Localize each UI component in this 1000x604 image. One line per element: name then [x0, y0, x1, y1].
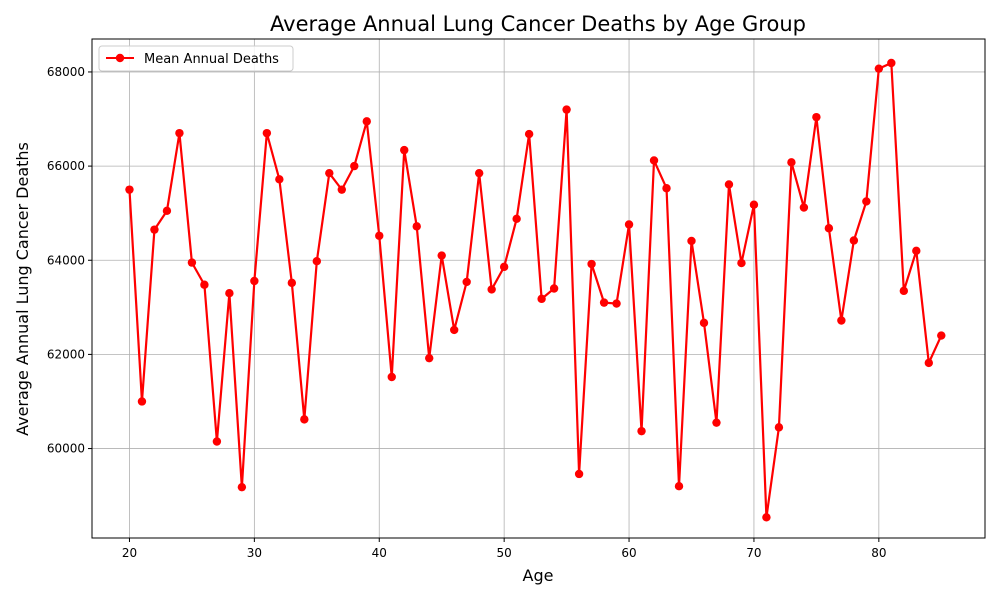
data-point — [562, 105, 571, 114]
data-point — [549, 284, 559, 293]
grid — [92, 39, 985, 538]
data-point — [849, 236, 859, 245]
data-point — [937, 331, 946, 340]
y-tick-label: 66000 — [47, 159, 85, 173]
data-point — [237, 482, 247, 492]
data-point — [837, 316, 846, 325]
data-point — [312, 256, 322, 266]
data-point — [924, 358, 933, 368]
data-point — [212, 437, 222, 446]
legend-label: Mean Annual Deaths — [144, 52, 279, 67]
y-tick-label: 62000 — [47, 347, 85, 361]
data-point — [512, 214, 521, 224]
data-point — [887, 58, 896, 68]
data-point — [425, 353, 434, 363]
y-tick-label: 60000 — [47, 442, 85, 456]
data-point — [412, 222, 421, 231]
data-point — [712, 418, 721, 427]
data-point — [674, 482, 684, 491]
x-tick-label: 40 — [372, 546, 387, 560]
x-tick-label: 80 — [871, 546, 886, 560]
data-point — [137, 397, 147, 406]
data-point — [587, 259, 596, 269]
data-point — [487, 285, 496, 294]
data-point — [524, 129, 534, 139]
data-point — [574, 469, 584, 479]
x-tick-label: 30 — [247, 546, 262, 560]
x-tick-label: 60 — [621, 546, 636, 560]
data-point — [649, 156, 659, 165]
data-point — [637, 426, 646, 436]
data-point — [912, 246, 921, 256]
data-point — [874, 64, 884, 73]
data-point — [824, 224, 834, 233]
data-point — [162, 206, 172, 216]
y-tick-label: 68000 — [47, 65, 85, 79]
x-axis-label: Age — [523, 566, 554, 585]
data-point — [150, 225, 159, 234]
x-tick-label: 70 — [746, 546, 761, 560]
data-point — [662, 184, 671, 193]
data-point — [350, 161, 359, 171]
data-point — [624, 220, 634, 229]
data-point — [812, 112, 821, 122]
data-point — [737, 258, 746, 268]
data-point — [325, 168, 334, 178]
data-point — [300, 415, 309, 424]
data-point — [687, 236, 696, 246]
data-point — [200, 280, 209, 289]
data-point — [462, 277, 471, 287]
data-point — [449, 325, 459, 335]
data-point — [387, 372, 396, 382]
data-point — [187, 258, 197, 267]
data-point — [275, 175, 284, 184]
data-point — [262, 128, 272, 138]
data-point — [400, 145, 409, 155]
chart-title: Average Annual Lung Cancer Deaths by Age… — [270, 12, 806, 36]
legend-box — [98, 45, 294, 72]
y-axis-label: Average Annual Lung Cancer Deaths — [13, 142, 32, 436]
data-point — [724, 180, 734, 189]
data-point — [749, 200, 759, 209]
y-tick-label: 64000 — [47, 253, 85, 267]
data-point — [499, 262, 509, 272]
data-point — [787, 158, 796, 167]
legend-marker — [115, 53, 125, 63]
x-axis: 20 30 40 50 60 70 80 — [122, 538, 886, 560]
data-point — [599, 298, 609, 307]
data-point — [437, 251, 446, 260]
series-mean-annual-deaths — [125, 58, 946, 522]
series-line — [128, 61, 943, 519]
data-point — [287, 278, 297, 288]
data-point — [612, 299, 621, 308]
y-axis: 60000 62000 64000 66000 68000 — [47, 65, 92, 456]
data-point — [250, 276, 259, 286]
data-point — [474, 168, 484, 178]
data-point — [337, 185, 346, 194]
data-point — [125, 185, 134, 194]
x-tick-label: 20 — [122, 546, 137, 560]
plot-area — [91, 38, 986, 539]
data-point — [774, 423, 784, 432]
data-point — [175, 128, 184, 138]
data-point — [862, 197, 871, 206]
x-tick-label: 50 — [497, 546, 512, 560]
data-point — [375, 231, 384, 240]
data-point — [225, 289, 234, 298]
data-point — [799, 203, 809, 212]
legend: Mean Annual Deaths — [98, 45, 294, 72]
data-point — [699, 318, 709, 328]
data-point — [762, 513, 771, 522]
data-point — [899, 286, 909, 296]
data-point — [537, 294, 546, 304]
data-point — [362, 117, 371, 126]
